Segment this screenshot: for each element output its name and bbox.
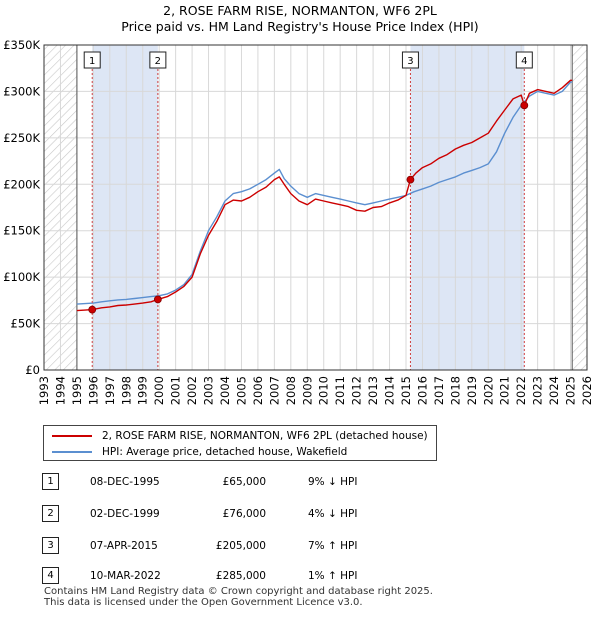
chart-title: 2, ROSE FARM RISE, NORMANTON, WF6 2PL Pr…	[0, 3, 600, 35]
x-tick-label: 2023	[531, 376, 545, 405]
legend-swatch-hpi	[52, 451, 92, 453]
sale-label-box	[515, 51, 533, 69]
sale-label-box	[149, 51, 167, 69]
x-tick-label: 2009	[300, 376, 314, 405]
chart-legend: 2, ROSE FARM RISE, NORMANTON, WF6 2PL (d…	[43, 425, 437, 461]
sale-point	[88, 305, 97, 314]
x-tick-label: 2005	[234, 376, 248, 405]
sale-point	[153, 295, 162, 304]
sales-table-row: 1 08-DEC-1995 £65,000 9% ↓ HPI	[42, 472, 442, 492]
legend-swatch-property	[52, 435, 92, 437]
chart-sale-markers: 1 2 3 4	[83, 51, 533, 370]
x-tick-label: 2010	[317, 376, 331, 405]
sale-price: £76,000	[222, 508, 266, 520]
hatched-region	[572, 45, 587, 370]
x-tick-label: 2026	[580, 376, 594, 405]
ownership-shaded-region	[410, 45, 525, 370]
sale-date: 10-MAR-2022	[90, 570, 161, 582]
x-tick-label: 2007	[267, 376, 281, 405]
sale-label-box	[401, 51, 419, 69]
sales-table-row: 3 07-APR-2015 £205,000 7% ↑ HPI	[42, 536, 442, 556]
sale-label-text: 2	[155, 56, 161, 67]
sale-point	[520, 101, 529, 110]
sale-label-text: 3	[407, 56, 413, 67]
x-tick-label: 2003	[202, 376, 216, 405]
x-tick-label: 2021	[498, 376, 512, 405]
sales-table-row: 2 02-DEC-1999 £76,000 4% ↓ HPI	[42, 504, 442, 524]
y-tick-label: £250K	[3, 131, 40, 145]
x-tick-label: 2014	[383, 376, 397, 405]
sales-table-row: 4 10-MAR-2022 £285,000 1% ↑ HPI	[42, 566, 442, 586]
y-tick-label: £150K	[3, 224, 40, 238]
sale-price: £285,000	[215, 570, 266, 582]
x-tick-label: 1998	[119, 376, 133, 405]
x-tick-label: 2024	[547, 376, 561, 405]
legend-label-property: 2, ROSE FARM RISE, NORMANTON, WF6 2PL (d…	[102, 430, 428, 442]
y-tick-label: £0	[25, 363, 40, 377]
series-line-hpi	[76, 81, 573, 305]
price-chart: 1 2 3 4 £0 £50K £100K £150K £200K £250K £300K £350…	[3, 38, 594, 405]
x-tick-label: 2025	[564, 376, 578, 405]
y-tick-label: £350K	[3, 38, 40, 52]
sale-label-text: 1	[89, 56, 95, 67]
attribution-line1: Contains HM Land Registry data © Crown c…	[44, 586, 433, 597]
x-tick-label: 2018	[448, 376, 462, 405]
sale-number-badge: 1	[42, 473, 59, 490]
chart-axes: £0 £50K £100K £150K £200K £250K £300K £350K 1993…	[3, 38, 594, 405]
x-tick-label: 2012	[350, 376, 364, 405]
legend-label-hpi: HPI: Average price, detached house, Wake…	[102, 446, 348, 458]
x-tick-label: 2016	[415, 376, 429, 405]
x-tick-label: 1997	[103, 376, 117, 405]
sale-hpi-diff: 1% ↑ HPI	[308, 570, 358, 582]
x-tick-label: 2017	[432, 376, 446, 405]
x-tick-label: 2006	[251, 376, 265, 405]
x-tick-label: 2008	[284, 376, 298, 405]
sale-number-badge: 2	[42, 505, 59, 522]
x-tick-label: 1999	[136, 376, 150, 405]
sale-date: 02-DEC-1999	[90, 508, 160, 520]
y-tick-label: £200K	[3, 177, 40, 191]
ownership-shaded-region	[92, 45, 158, 370]
x-tick-label: 2020	[481, 376, 495, 405]
sale-label-text: 4	[521, 56, 527, 67]
sale-price: £65,000	[222, 476, 266, 488]
sale-point	[406, 175, 415, 184]
sale-date: 07-APR-2015	[90, 540, 158, 552]
x-tick-label: 1996	[86, 376, 100, 405]
sale-hpi-diff: 7% ↑ HPI	[308, 540, 358, 552]
x-tick-label: 2015	[399, 376, 413, 405]
chart-series	[76, 79, 573, 312]
sale-number-badge: 4	[42, 567, 59, 584]
y-tick-label: £100K	[3, 270, 40, 284]
attribution-line2: This data is licensed under the Open Gov…	[44, 597, 363, 608]
x-tick-label: 1995	[70, 376, 84, 405]
y-tick-label: £50K	[11, 317, 41, 331]
attribution-footer: Contains HM Land Registry data © Crown c…	[44, 586, 433, 608]
chart-title-line2: Price paid vs. HM Land Registry's House …	[121, 19, 479, 34]
sale-label-box	[83, 51, 101, 69]
plot-frame	[43, 44, 588, 371]
y-tick-label: £300K	[3, 84, 40, 98]
x-tick-label: 2001	[169, 376, 183, 405]
sale-price: £205,000	[215, 540, 266, 552]
series-line-property	[76, 79, 573, 312]
x-tick-label: 2004	[218, 376, 232, 405]
x-tick-label: 2013	[366, 376, 380, 405]
x-tick-label: 2022	[514, 376, 528, 405]
sale-date: 08-DEC-1995	[90, 476, 160, 488]
x-tick-label: 2000	[152, 376, 166, 405]
x-tick-label: 2019	[465, 376, 479, 405]
x-tick-label: 2002	[185, 376, 199, 405]
x-tick-label: 1994	[53, 376, 67, 405]
sale-hpi-diff: 4% ↓ HPI	[308, 508, 358, 520]
chart-background	[44, 45, 587, 370]
chart-title-line1: 2, ROSE FARM RISE, NORMANTON, WF6 2PL	[163, 3, 437, 18]
sale-hpi-diff: 9% ↓ HPI	[308, 476, 358, 488]
x-tick-label: 2011	[333, 376, 347, 405]
x-tick-label: 1993	[37, 376, 51, 405]
sale-number-badge: 3	[42, 537, 59, 554]
